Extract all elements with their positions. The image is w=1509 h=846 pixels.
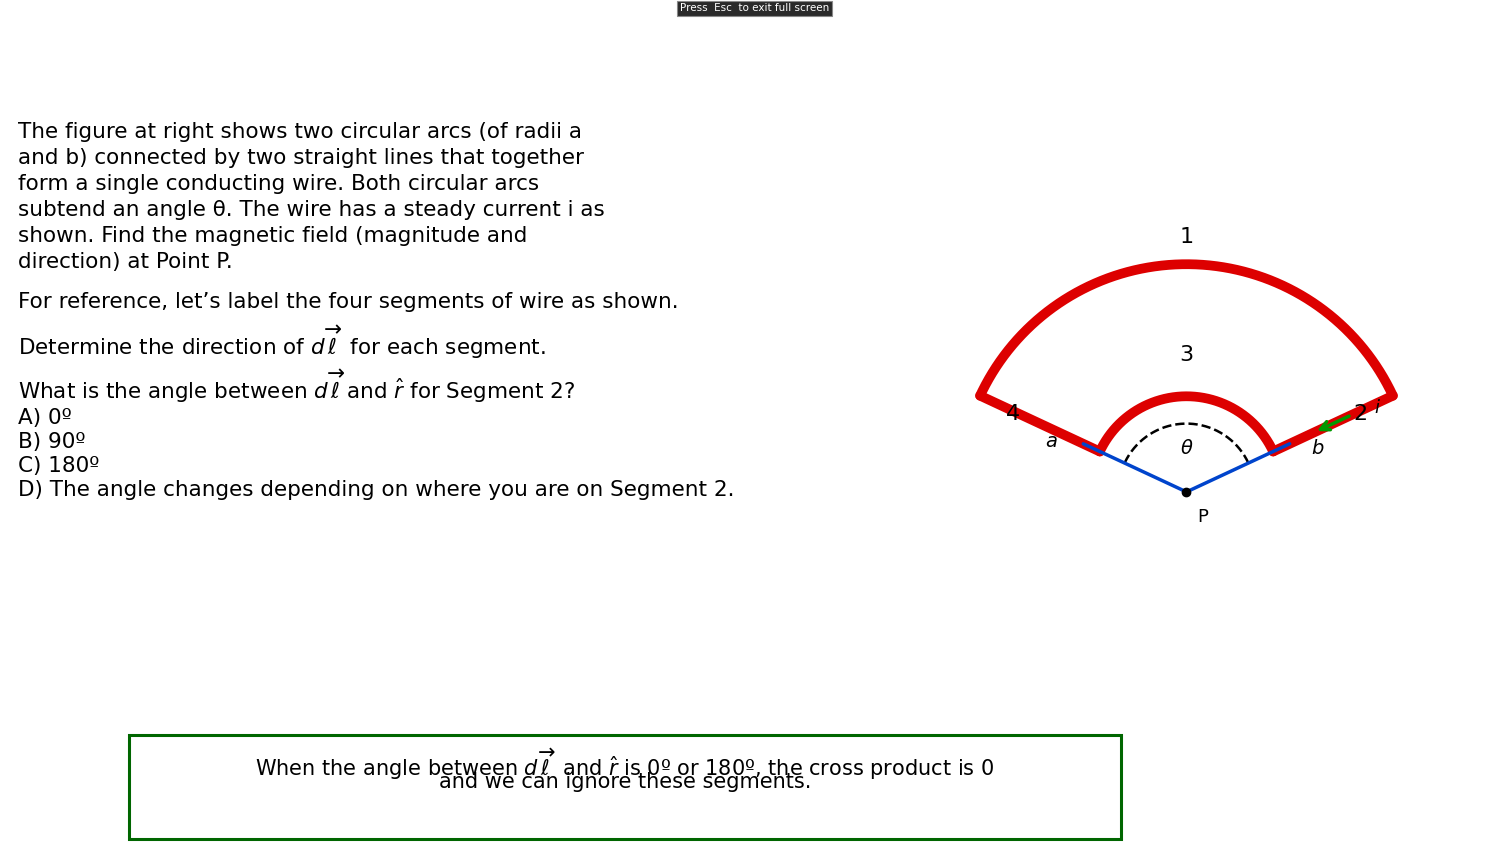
Text: A) 0º: A) 0º bbox=[18, 408, 72, 428]
Text: Determine the direction of $d\,\overrightarrow{\ell}$  for each segment.: Determine the direction of $d\,\overrigh… bbox=[18, 324, 546, 361]
Text: and we can ignore these segments.: and we can ignore these segments. bbox=[439, 772, 812, 792]
Text: subtend an angle θ. The wire has a steady current i as: subtend an angle θ. The wire has a stead… bbox=[18, 200, 605, 220]
Text: direction) at Point P.: direction) at Point P. bbox=[18, 252, 232, 272]
Text: and b) connected by two straight lines that together: and b) connected by two straight lines t… bbox=[18, 148, 584, 168]
Text: Press  Esc  to exit full screen: Press Esc to exit full screen bbox=[681, 3, 828, 14]
Text: a: a bbox=[1046, 432, 1058, 451]
Text: For reference, let’s label the four segments of wire as shown.: For reference, let’s label the four segm… bbox=[18, 292, 679, 312]
Text: shown. Find the magnetic field (magnitude and: shown. Find the magnetic field (magnitud… bbox=[18, 226, 527, 246]
Text: 4: 4 bbox=[1005, 404, 1020, 425]
Text: 2: 2 bbox=[1354, 404, 1367, 425]
Text: C) 180º: C) 180º bbox=[18, 456, 100, 476]
Text: P: P bbox=[1197, 508, 1207, 526]
Text: When the angle between $d\,\overrightarrow{\ell}$  and $\hat{r}$ is 0º or 180º, : When the angle between $d\,\overrightarr… bbox=[255, 746, 994, 782]
Text: 1: 1 bbox=[1180, 227, 1194, 247]
Text: What is the angle between $d\,\overrightarrow{\ell}$ and $\hat{r}$ for Segment 2: What is the angle between $d\,\overright… bbox=[18, 368, 575, 405]
Text: 3: 3 bbox=[1180, 345, 1194, 365]
Text: form a single conducting wire. Both circular arcs: form a single conducting wire. Both circ… bbox=[18, 174, 539, 194]
Text: b: b bbox=[1311, 439, 1323, 458]
Text: i: i bbox=[1375, 399, 1379, 417]
Text: Magnetic Fields due to Currents: Q2: Magnetic Fields due to Currents: Q2 bbox=[74, 27, 1435, 94]
Text: D) The angle changes depending on where you are on Segment 2.: D) The angle changes depending on where … bbox=[18, 480, 735, 500]
Text: $\theta$: $\theta$ bbox=[1180, 439, 1194, 459]
Text: B) 90º: B) 90º bbox=[18, 432, 86, 452]
Text: The figure at right shows two circular arcs (of radii a: The figure at right shows two circular a… bbox=[18, 122, 582, 142]
FancyBboxPatch shape bbox=[128, 735, 1121, 839]
